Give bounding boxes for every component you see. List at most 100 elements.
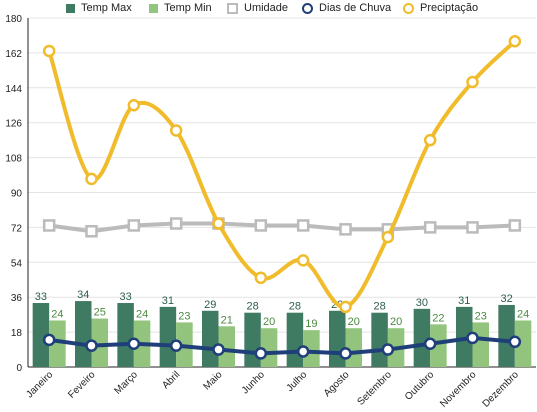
x-tick-label: Agosto <box>322 369 352 399</box>
y-tick-label: 0 <box>16 363 22 374</box>
bar-temp-max <box>159 306 177 367</box>
x-tick-label: Maio <box>202 369 225 392</box>
point-precipta-o <box>85 172 98 186</box>
point-precipta-o <box>381 230 395 244</box>
point-precipta-o <box>169 124 183 137</box>
y-tick-label: 90 <box>11 189 23 200</box>
x-tick-label: Março <box>113 369 141 397</box>
y-tick-label: 72 <box>11 223 23 234</box>
bar-temp-min <box>345 328 362 367</box>
point-dias-de-chuva <box>169 339 183 352</box>
legend-temp-min: Temp Min <box>149 0 212 16</box>
legend-swatch-preciptacao <box>403 2 414 14</box>
y-tick-label: 162 <box>5 49 22 60</box>
point-precipta-o <box>296 254 310 267</box>
x-tick-label: Setembro <box>356 369 395 408</box>
data-label: 20 <box>390 316 402 328</box>
data-label: 31 <box>162 295 174 307</box>
data-label: 19 <box>305 318 317 330</box>
y-tick-label: 108 <box>5 154 22 165</box>
data-label: 24 <box>517 308 529 320</box>
legend-temp-max: Temp Max <box>66 0 132 16</box>
data-label: 21 <box>221 314 233 326</box>
legend-label-preciptacao: Preciptação <box>420 2 479 14</box>
data-label: 28 <box>246 301 258 313</box>
y-tick-label: 18 <box>11 328 23 339</box>
data-label: 23 <box>475 310 487 322</box>
legend-label-dias-de-chuva: Dias de Chuva <box>319 2 392 14</box>
bar-temp-max <box>286 312 304 367</box>
bar-temp-min <box>430 324 447 367</box>
point-umidade <box>254 219 268 232</box>
legend-label-umidade: Umidade <box>244 2 289 14</box>
bar-temp-max <box>75 301 92 367</box>
bar-temp-max <box>456 306 473 367</box>
point-precipta-o <box>339 300 352 314</box>
legend-swatch-dias-de-chuva <box>302 2 313 14</box>
bar-temp-max <box>371 312 388 367</box>
legend-dias-de-chuva: Dias de Chuva <box>302 0 391 16</box>
point-dias-de-chuva <box>254 347 268 360</box>
line-dias-de-chuva <box>47 335 517 356</box>
line-precipta-o <box>47 39 517 309</box>
data-label: 33 <box>119 291 131 303</box>
point-dias-de-chuva <box>212 343 225 356</box>
point-dias-de-chuva <box>127 337 141 350</box>
y-tick-label: 126 <box>5 119 22 130</box>
point-umidade <box>508 219 522 232</box>
bar-temp-max <box>202 310 219 367</box>
data-label: 22 <box>432 312 444 324</box>
chart-legend: Temp Max Temp Min Umidade Dias de Chuva … <box>0 0 537 16</box>
point-dias-de-chuva <box>508 335 522 349</box>
data-label: 32 <box>500 293 512 305</box>
point-umidade <box>169 217 183 230</box>
point-dias-de-chuva <box>296 345 310 358</box>
data-label: 23 <box>178 310 190 322</box>
bar-temp-min <box>472 322 489 367</box>
data-label: 34 <box>77 289 89 301</box>
data-label: 28 <box>373 301 385 313</box>
point-umidade <box>127 219 141 232</box>
data-label: 24 <box>136 308 148 320</box>
point-umidade <box>466 221 479 234</box>
point-umidade <box>339 223 352 236</box>
bar-temp-min <box>303 330 320 367</box>
point-umidade <box>85 225 98 238</box>
bar-temp-max <box>117 303 134 367</box>
legend-label-temp-max: Temp Max <box>81 2 132 14</box>
x-tick-label: Feveiro <box>66 369 98 401</box>
legend-umidade: Umidade <box>227 0 288 16</box>
point-precipta-o <box>508 35 522 48</box>
x-tick-label: Janeiro <box>24 369 55 400</box>
legend-swatch-temp-min <box>149 3 158 13</box>
point-umidade <box>42 219 56 232</box>
data-label: 25 <box>94 307 106 319</box>
data-label: 20 <box>263 316 275 328</box>
point-precipta-o <box>212 217 225 230</box>
x-tick-label: Julho <box>285 369 310 394</box>
bar-temp-min <box>218 326 235 367</box>
point-precipta-o <box>254 271 268 285</box>
bar-temp-max <box>32 303 50 367</box>
bar-temp-min <box>514 320 532 367</box>
point-precipta-o <box>466 75 479 89</box>
data-label: 28 <box>289 301 301 313</box>
point-dias-de-chuva <box>339 347 352 360</box>
bar-temp-min <box>91 318 108 367</box>
data-label: 24 <box>51 308 63 320</box>
data-label: 29 <box>204 299 216 311</box>
data-label: 33 <box>35 291 47 303</box>
x-tick-label: Abril <box>160 369 182 391</box>
point-dias-de-chuva <box>85 339 98 352</box>
x-tick-label: Dezembro <box>481 369 522 410</box>
y-tick-label: 54 <box>11 258 23 269</box>
point-dias-de-chuva <box>466 331 479 345</box>
point-precipta-o <box>127 99 141 112</box>
bar-temp-max <box>498 304 515 367</box>
legend-preciptacao: Preciptação <box>403 0 478 16</box>
point-precipta-o <box>423 133 437 147</box>
y-tick-label: 36 <box>11 293 23 304</box>
point-umidade <box>296 219 310 232</box>
bar-temp-min <box>260 328 278 367</box>
